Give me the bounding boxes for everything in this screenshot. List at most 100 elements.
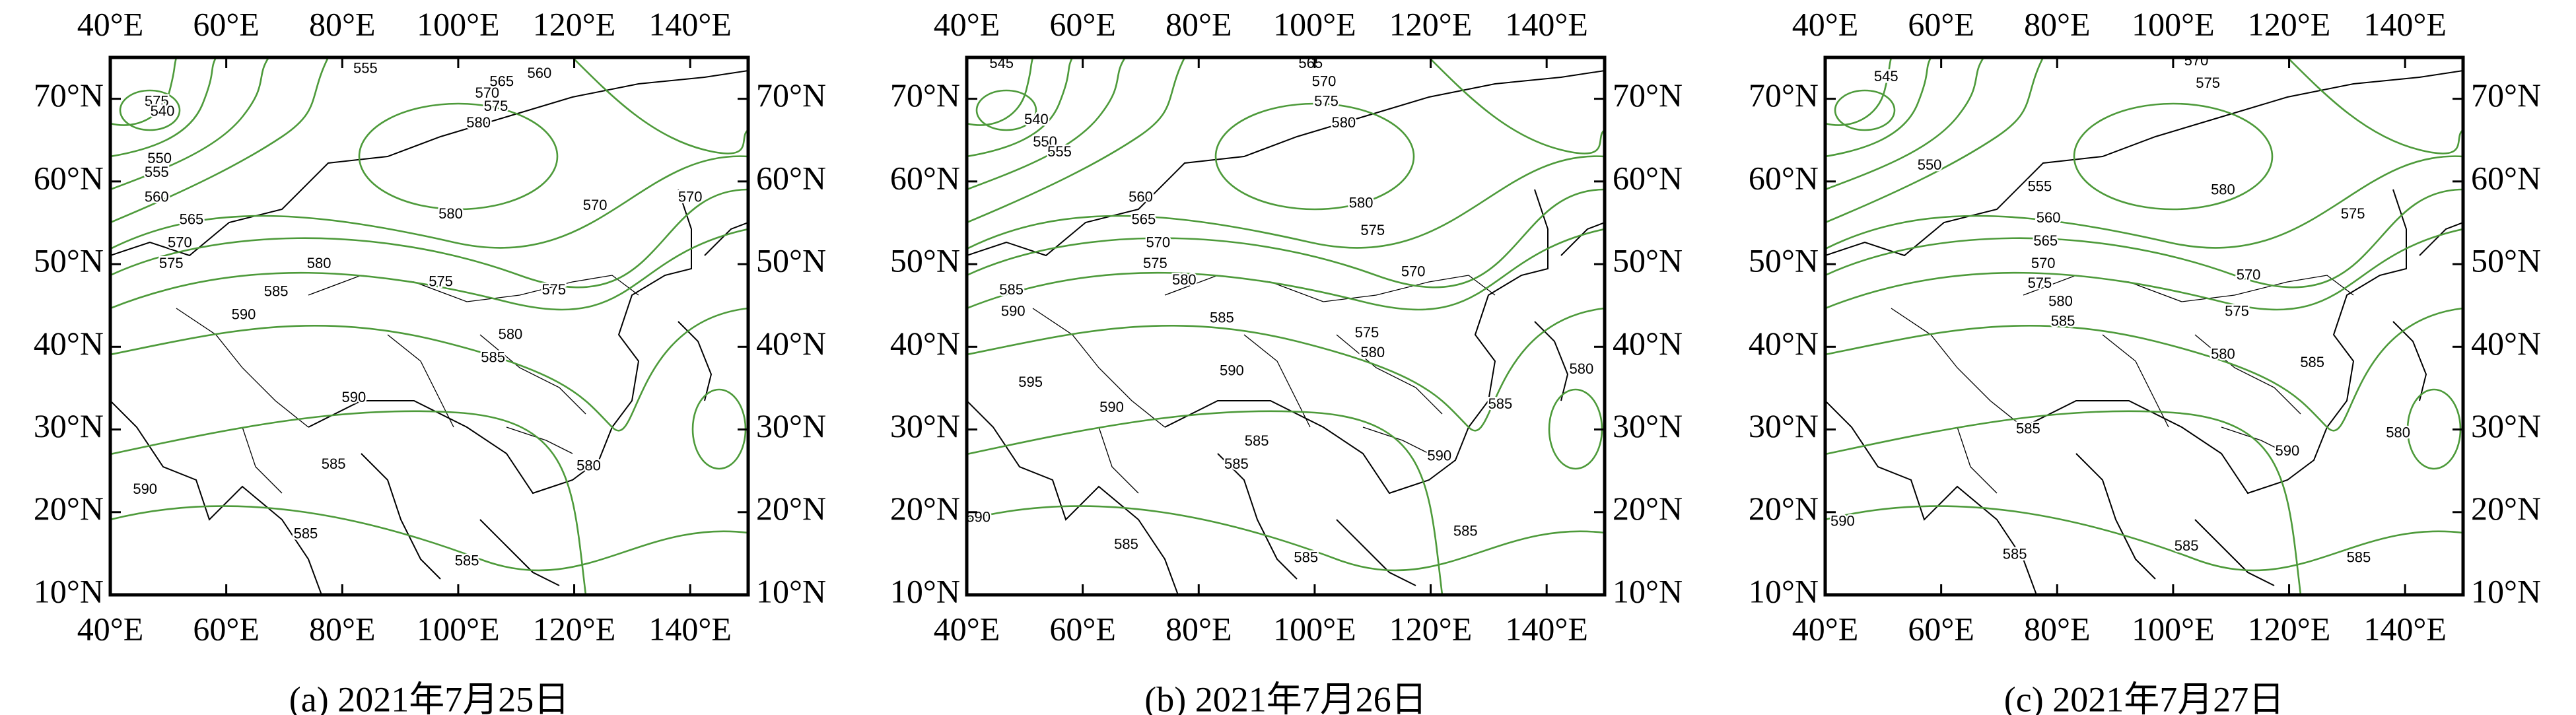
y-tick-label: 10°N xyxy=(756,572,826,609)
y-tick-label: 20°N xyxy=(756,490,826,527)
y-tick-label: 10°N xyxy=(34,572,104,609)
contour-label: 575 xyxy=(1360,222,1385,238)
x-tick-label: 100°E xyxy=(2132,610,2215,647)
x-tick-label: 120°E xyxy=(2248,5,2331,42)
y-tick-label: 60°N xyxy=(1749,159,1819,196)
y-tick-label: 20°N xyxy=(890,490,960,527)
contour-label: 585 xyxy=(1488,395,1513,412)
contour-label: 580 xyxy=(1360,344,1385,360)
basemap xyxy=(1825,57,2463,595)
y-tick-label: 70°N xyxy=(2471,77,2541,114)
y-tick-label: 40°N xyxy=(1749,325,1819,362)
contour-label: 590 xyxy=(1427,448,1451,464)
x-tick-label: 40°E xyxy=(934,5,1000,42)
contour-label: 570 xyxy=(2184,52,2209,69)
y-tick-label: 30°N xyxy=(756,407,826,444)
contour-label: 590 xyxy=(1099,399,1124,415)
contour-label: 565 xyxy=(1298,55,1323,71)
contour-label: 585 xyxy=(1245,432,1269,449)
x-tick-label: 40°E xyxy=(77,610,144,647)
contour-label: 570 xyxy=(2237,266,2261,283)
y-tick-label: 50°N xyxy=(34,242,104,279)
map-panel: 555 5605655705755805755405505555605655705… xyxy=(34,5,826,715)
y-tick-label: 40°N xyxy=(34,325,104,362)
contour-label: 560 xyxy=(145,189,169,205)
y-tick-label: 60°N xyxy=(1613,159,1683,196)
x-tick-label: 120°E xyxy=(1389,610,1473,647)
contour-label: 570 xyxy=(168,234,192,251)
contour-label: 580 xyxy=(2211,346,2235,362)
contour-label: 575 xyxy=(1143,255,1167,271)
contour-label: 585 xyxy=(264,283,289,299)
x-tick-label: 100°E xyxy=(1273,5,1356,42)
contour-label: 540 xyxy=(151,102,175,119)
x-tick-label: 80°E xyxy=(1166,610,1232,647)
contour-label: 585 xyxy=(1224,456,1249,472)
contour-label: 585 xyxy=(455,553,479,569)
y-tick-label: 70°N xyxy=(34,77,104,114)
panel-caption: (b) 2021年7月26日 xyxy=(1144,679,1426,715)
contour-label: 595 xyxy=(1018,374,1043,390)
x-tick-label: 60°E xyxy=(193,610,260,647)
contour-label: 590 xyxy=(341,389,366,405)
contour-label: 570 xyxy=(1312,73,1337,89)
y-tick-label: 40°N xyxy=(756,325,826,362)
contour-label: 565 xyxy=(1131,211,1156,228)
x-tick-label: 100°E xyxy=(2132,5,2215,42)
contour-label: 570 xyxy=(583,197,608,213)
contour-label: 590 xyxy=(2276,442,2300,459)
contour-label: 590 xyxy=(1830,513,1855,529)
y-tick-label: 10°N xyxy=(2471,572,2541,609)
x-tick-label: 80°E xyxy=(2024,5,2091,42)
y-tick-label: 20°N xyxy=(34,490,104,527)
contour-label: 580 xyxy=(1331,114,1356,131)
y-tick-label: 10°N xyxy=(1749,572,1819,609)
contour-label: 585 xyxy=(1210,310,1234,326)
contour-label: 565 xyxy=(489,73,514,89)
contour-label: 580 xyxy=(466,114,491,131)
contour-label: 555 xyxy=(2028,178,2052,194)
x-tick-label: 40°E xyxy=(934,610,1000,647)
y-tick-label: 20°N xyxy=(1613,490,1683,527)
contour-label: 590 xyxy=(232,306,256,323)
panel-caption: (a) 2021年7月25日 xyxy=(289,679,569,715)
y-tick-label: 20°N xyxy=(1749,490,1819,527)
contour-label: 585 xyxy=(2051,313,2075,329)
x-tick-label: 100°E xyxy=(417,610,500,647)
x-tick-label: 140°E xyxy=(1505,5,1588,42)
contour-label: 580 xyxy=(2048,292,2073,309)
contour-label: 575 xyxy=(2196,75,2220,91)
y-tick-label: 40°N xyxy=(890,325,960,362)
contour-label: 570 xyxy=(2031,255,2056,271)
y-tick-label: 30°N xyxy=(2471,407,2541,444)
contour-label: 580 xyxy=(1570,360,1594,377)
contour-label: 585 xyxy=(294,525,318,541)
basemap xyxy=(967,57,1605,595)
y-tick-label: 60°N xyxy=(890,159,960,196)
contour-label: 585 xyxy=(1453,523,1478,539)
contour-label: 590 xyxy=(1001,303,1026,320)
contour-label: 570 xyxy=(475,85,499,101)
y-tick-label: 40°N xyxy=(1613,325,1683,362)
contour-label: 585 xyxy=(1294,549,1318,566)
contour-label: 540 xyxy=(1024,111,1049,127)
y-tick-label: 60°N xyxy=(2471,159,2541,196)
y-tick-label: 20°N xyxy=(2471,490,2541,527)
contour-label: 555 xyxy=(353,59,378,76)
contour-label: 590 xyxy=(966,508,991,525)
contour-label: 550 xyxy=(147,150,172,166)
x-tick-label: 100°E xyxy=(1273,610,1356,647)
contour-label: 590 xyxy=(1220,362,1244,379)
x-tick-label: 100°E xyxy=(417,5,500,42)
x-tick-label: 80°E xyxy=(309,610,376,647)
x-tick-label: 60°E xyxy=(1049,610,1116,647)
contour-label: 575 xyxy=(1314,92,1339,109)
contour-label: 570 xyxy=(678,189,703,205)
y-tick-label: 70°N xyxy=(890,77,960,114)
x-tick-label: 60°E xyxy=(1908,610,1974,647)
contour-label: 575 xyxy=(2225,303,2249,320)
